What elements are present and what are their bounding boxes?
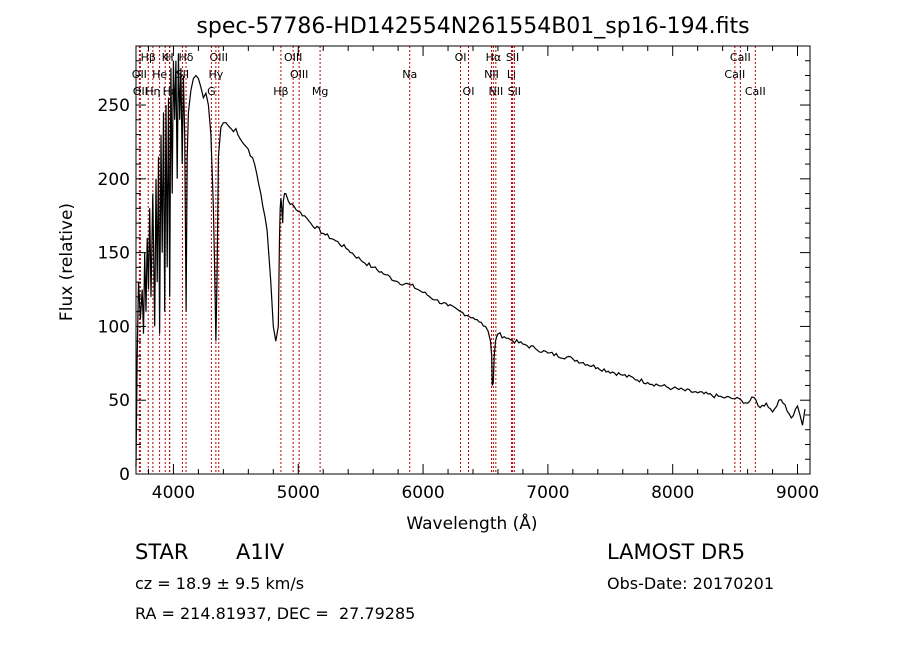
spectral-line-label: OII [133, 85, 148, 98]
x-tick-label: 8000 [651, 483, 694, 503]
plot-frame [135, 45, 811, 475]
object-class: STAR [135, 540, 189, 564]
redshift-info: cz = 18.9 ± 9.5 km/s [135, 574, 305, 593]
spectral-line-label: Hβ [273, 85, 288, 98]
coordinates: RA = 214.81937, DEC = 27.79285 [135, 604, 416, 623]
x-tick-label: 6000 [401, 483, 444, 503]
x-tick-label: 9000 [776, 483, 819, 503]
spectral-line-label: OI [463, 85, 475, 98]
spectral-line-label: CaII [745, 85, 766, 98]
spectral-line-label: SII [508, 85, 521, 98]
spectral-line-label: Hβ [141, 51, 156, 64]
spectral-line-label: K [162, 51, 170, 64]
survey-name: LAMOST DR5 [607, 540, 746, 564]
spectral-line-label: Hδ [179, 51, 194, 64]
x-tick-label: 7000 [526, 483, 569, 503]
spectral-line-label: Hα [486, 51, 502, 64]
y-tick-label: 250 [98, 96, 130, 116]
x-tick-label: 4000 [152, 483, 195, 503]
spectral-line-label: OI [455, 51, 467, 64]
spectral-line-label: G [207, 85, 216, 98]
spectral-line-label: Hη [145, 85, 160, 98]
spectral-line-label: OIII [210, 51, 228, 64]
spectral-line-label: SII [506, 51, 519, 64]
spectral-line-label: He [152, 68, 167, 81]
observation-date: Obs-Date: 20170201 [607, 574, 775, 593]
spectral-line-label: OIII [290, 68, 308, 81]
spectral-line-label: OII [132, 68, 147, 81]
spectral-line-label: Li [507, 68, 516, 81]
x-axis-label: Wavelength (Å) [406, 512, 537, 534]
x-tick-label: 5000 [277, 483, 320, 503]
y-axis-label: Flux (relative) [57, 203, 77, 321]
spectrum-line [135, 53, 806, 467]
spectral-line-label: Mg [312, 85, 328, 98]
spectral-line-label: CaII [730, 51, 751, 64]
spectral-line-label: NII [484, 68, 499, 81]
spectral-line-label: Na [402, 68, 417, 81]
object-subclass: A1IV [236, 540, 285, 564]
spectral-line-label: H [165, 51, 173, 64]
chart-title: spec-57786-HD142554N261554B01_sp16-194.f… [196, 14, 749, 39]
y-tick-label: 0 [119, 465, 130, 485]
spectral-line-label: Hγ [208, 68, 223, 81]
y-tick-label: 100 [98, 317, 130, 337]
y-tick-label: 200 [98, 170, 130, 190]
axis-ticks: 4000 5000 6000 7000 8000 9000 0 50 100 150 200 250 [98, 45, 819, 503]
y-tick-label: 50 [108, 391, 130, 411]
spectral-line-label: OIII [284, 51, 302, 64]
spectral-line-label: NII [488, 85, 503, 98]
y-tick-label: 150 [98, 244, 130, 264]
spectral-line-label: CaII [724, 68, 745, 81]
